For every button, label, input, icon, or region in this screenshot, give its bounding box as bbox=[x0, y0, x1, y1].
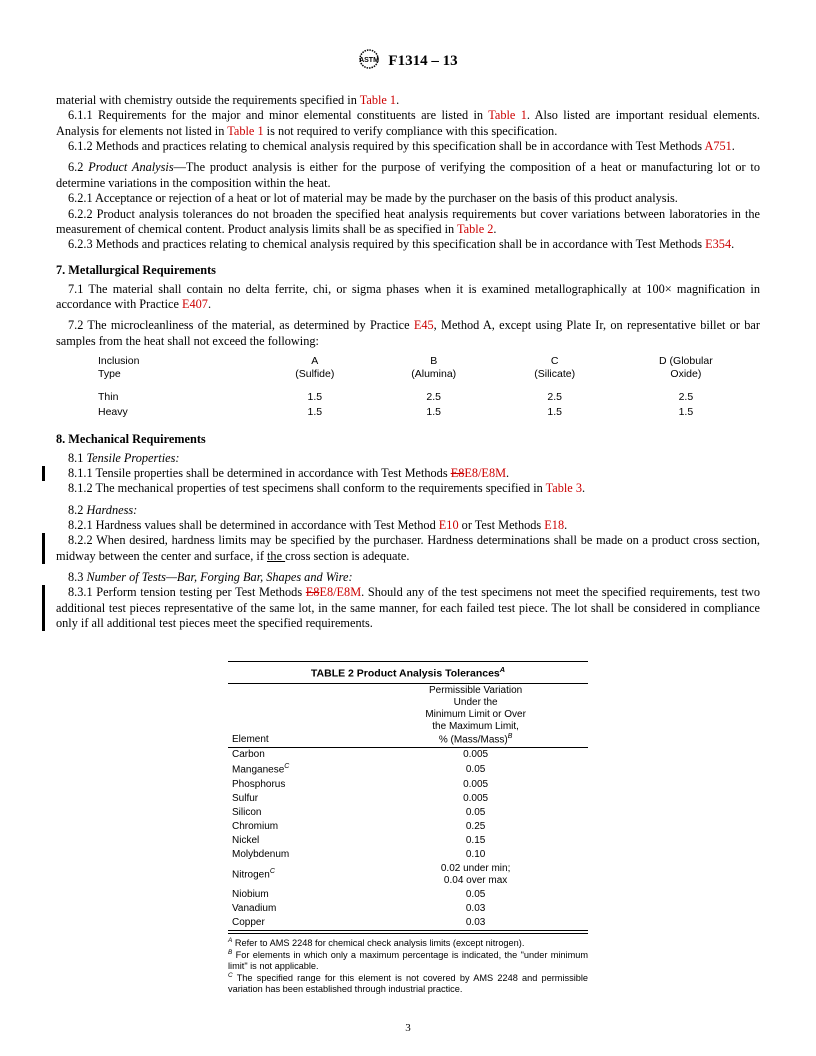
table-row: Sulfur0.005 bbox=[228, 792, 588, 806]
link-table1[interactable]: Table 1 bbox=[360, 93, 396, 107]
page-number: 3 bbox=[0, 1022, 816, 1034]
astm-logo-icon: ASTM bbox=[358, 48, 380, 75]
link-e10[interactable]: E10 bbox=[439, 518, 459, 532]
table-row: Vanadium0.03 bbox=[228, 902, 588, 916]
body-text: 6.2.1 Acceptance or rejection of a heat … bbox=[56, 191, 760, 206]
body-text: 8.3.1 Perform tension testing per Test M… bbox=[56, 585, 760, 631]
table-2-footnotes: A Refer to AMS 2248 for chemical check a… bbox=[228, 933, 588, 995]
body-text: 7.2 The microcleanliness of the material… bbox=[56, 318, 760, 349]
body-text: material with chemistry outside the requ… bbox=[56, 93, 760, 108]
table-row: Copper0.03 bbox=[228, 916, 588, 931]
body-text: 8.3 Number of Tests—Bar, Forging Bar, Sh… bbox=[56, 570, 760, 585]
body-text: 7.1 The material shall contain no delta … bbox=[56, 282, 760, 313]
strike-e8: E8 bbox=[306, 585, 320, 599]
link-e45[interactable]: E45 bbox=[414, 318, 434, 332]
table-row: Element Permissible Variation Under the … bbox=[228, 683, 588, 747]
strike-e8: E8 bbox=[451, 466, 465, 480]
section-8-heading: 8. Mechanical Requirements bbox=[56, 432, 760, 447]
table-row: Chromium0.25 bbox=[228, 820, 588, 834]
link-e407[interactable]: E407 bbox=[182, 297, 208, 311]
body-text: 6.2.2 Product analysis tolerances do not… bbox=[56, 207, 760, 238]
link-table3[interactable]: Table 3 bbox=[546, 481, 582, 495]
table-row: Phosphorus0.005 bbox=[228, 778, 588, 792]
body-text: 8.2.2 When desired, hardness limits may … bbox=[56, 533, 760, 564]
link-a751[interactable]: A751 bbox=[704, 139, 731, 153]
link-e8[interactable]: E8/E8M bbox=[319, 585, 361, 599]
body-text: 6.1.2 Methods and practices relating to … bbox=[56, 139, 760, 154]
inclusion-table: Inclusion Type A (Sulfide) B (Alumina) C… bbox=[56, 353, 760, 422]
table-row: Heavy 1.51.51.51.5 bbox=[58, 406, 758, 419]
body-text: 8.2 Hardness: bbox=[56, 503, 760, 518]
body-text: 6.1.1 Requirements for the major and min… bbox=[56, 108, 760, 139]
table-row: Inclusion Type A (Sulfide) B (Alumina) C… bbox=[58, 355, 758, 381]
table-row: Nickel0.15 bbox=[228, 834, 588, 848]
body-text: 8.1.1 Tensile properties shall be determ… bbox=[56, 466, 760, 481]
designation: F1314 – 13 bbox=[388, 53, 457, 70]
table-row: Molybdenum0.10 bbox=[228, 848, 588, 862]
link-table2[interactable]: Table 2 bbox=[457, 222, 493, 236]
table-2: TABLE 2 Product Analysis TolerancesA Ele… bbox=[228, 661, 588, 995]
body-text: 6.2.3 Methods and practices relating to … bbox=[56, 237, 760, 252]
body-text: 8.1 Tensile Properties: bbox=[56, 451, 760, 466]
body-text: 8.2.1 Hardness values shall be determine… bbox=[56, 518, 760, 533]
link-e354[interactable]: E354 bbox=[705, 237, 731, 251]
link-e18[interactable]: E18 bbox=[544, 518, 564, 532]
table-2-title: TABLE 2 Product Analysis TolerancesA bbox=[228, 661, 588, 683]
link-table1[interactable]: Table 1 bbox=[227, 124, 263, 138]
svg-text:ASTM: ASTM bbox=[359, 57, 379, 64]
table-row: Thin 1.52.52.52.5 bbox=[58, 391, 758, 404]
link-table1[interactable]: Table 1 bbox=[488, 108, 527, 122]
page: ASTM F1314 – 13 material with chemistry … bbox=[0, 0, 816, 1056]
page-header: ASTM F1314 – 13 bbox=[56, 48, 760, 75]
table-row: ManganeseC0.05 bbox=[228, 762, 588, 777]
body-text: 8.1.2 The mechanical properties of test … bbox=[56, 481, 760, 496]
table-row: Niobium0.05 bbox=[228, 888, 588, 902]
table-row: NitrogenC0.02 under min; 0.04 over max bbox=[228, 862, 588, 888]
link-e8[interactable]: E8/E8M bbox=[464, 466, 506, 480]
table-row: Carbon0.005 bbox=[228, 748, 588, 763]
body-text: 6.2 Product Analysis—The product analysi… bbox=[56, 160, 760, 191]
section-7-heading: 7. Metallurgical Requirements bbox=[56, 263, 760, 278]
table-row: Silicon0.05 bbox=[228, 806, 588, 820]
